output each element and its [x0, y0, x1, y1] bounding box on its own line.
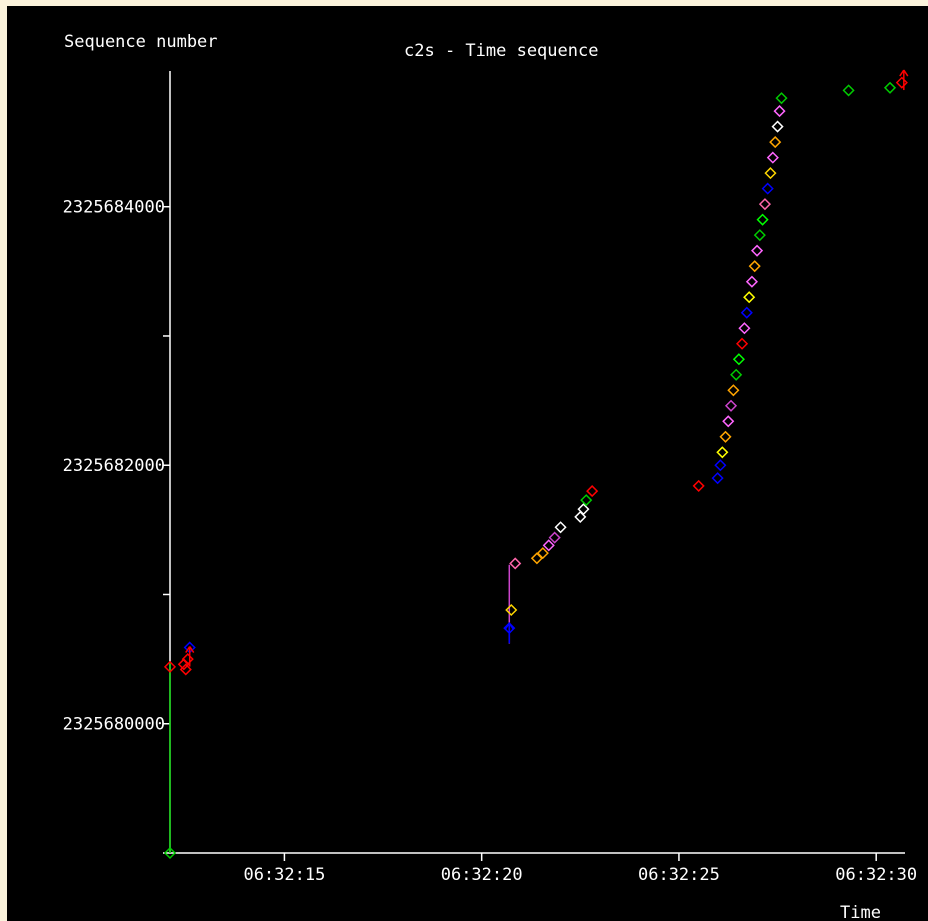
- data-point: [542, 539, 555, 552]
- data-point: [738, 322, 751, 335]
- data-point: [745, 275, 758, 288]
- data-point: [716, 446, 729, 459]
- data-point: [775, 92, 788, 105]
- y-axis-label: Sequence number: [64, 32, 218, 52]
- data-point: [766, 151, 779, 164]
- x-axis-label: Time: [840, 903, 881, 921]
- data-point: [722, 415, 735, 428]
- data-point: [163, 846, 177, 860]
- data-point: [163, 660, 177, 673]
- chart-title: c2s - Time sequence: [404, 41, 598, 61]
- data-point: [883, 81, 897, 94]
- data-point: [711, 472, 724, 485]
- x-tick-label: 06:32:25: [638, 865, 720, 885]
- data-point: [764, 167, 777, 180]
- plot-area: Sequence number c2s - Time sequence Time…: [7, 6, 928, 921]
- data-point: [724, 399, 738, 412]
- data-point: [719, 430, 732, 443]
- axes: 2325680000 2325682000 2325684000 06:32:15 06…: [63, 71, 917, 885]
- data-point: [727, 384, 740, 397]
- data-point: [753, 229, 766, 242]
- data-point: [574, 510, 587, 523]
- data-point: [530, 552, 543, 565]
- y-tick-label: 2325680000: [63, 715, 165, 735]
- data-point: [842, 84, 855, 97]
- ack-tick-arrow: [903, 69, 909, 77]
- ack-tick-arrow: [189, 646, 195, 653]
- data-point: [758, 198, 772, 211]
- data-point: [743, 291, 756, 304]
- data-point: [895, 76, 908, 89]
- x-tick-label: 06:32:15: [243, 865, 325, 885]
- data-point: [748, 260, 761, 273]
- data-points: [163, 69, 909, 860]
- data-point: [548, 531, 561, 544]
- data-point: [536, 547, 549, 560]
- data-point: [761, 182, 774, 195]
- ack-tick-arrow: [504, 622, 510, 630]
- x-tick-label: 06:32:20: [441, 865, 523, 885]
- ack-tick-arrow: [185, 646, 191, 653]
- data-point: [736, 337, 749, 350]
- x-tick-label: 06:32:30: [835, 865, 917, 885]
- ack-tick-arrow: [508, 622, 514, 630]
- data-point: [181, 653, 194, 666]
- y-tick-label: 2325684000: [63, 198, 165, 218]
- data-point: [730, 368, 743, 381]
- data-point: [179, 663, 192, 676]
- data-point: [740, 306, 753, 319]
- data-point: [586, 485, 599, 498]
- data-point: [505, 603, 518, 617]
- data-point: [554, 521, 567, 534]
- data-point: [714, 459, 727, 472]
- data-point: [750, 244, 764, 257]
- data-point: [756, 213, 769, 226]
- data-point: [771, 120, 784, 133]
- connector-lines: [169, 564, 511, 853]
- data-point: [773, 105, 786, 118]
- ack-tick-arrow: [899, 69, 905, 77]
- data-point: [577, 503, 590, 516]
- y-tick-label: 2325682000: [63, 456, 165, 476]
- data-point: [509, 557, 522, 570]
- data-point: [692, 479, 705, 492]
- data-point: [580, 494, 593, 507]
- data-point: [769, 136, 782, 149]
- time-sequence-chart: Sequence number c2s - Time sequence Time…: [63, 32, 918, 921]
- data-point: [732, 353, 745, 366]
